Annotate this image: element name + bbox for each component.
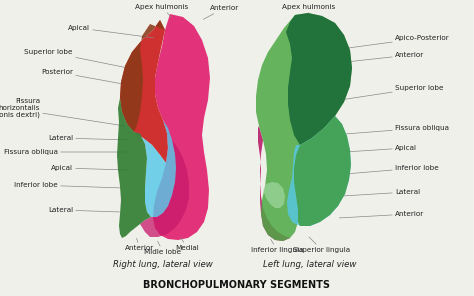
Text: Fissura obliqua: Fissura obliqua [4, 149, 127, 155]
Text: Anterior: Anterior [126, 238, 155, 251]
Text: Inferior lingula: Inferior lingula [251, 239, 303, 253]
Polygon shape [153, 14, 210, 240]
Text: Midle lobe: Midle lobe [145, 241, 182, 255]
Polygon shape [294, 116, 351, 226]
Text: Anterior: Anterior [203, 5, 239, 19]
Text: Medial: Medial [175, 237, 199, 251]
Text: Left lung, lateral view: Left lung, lateral view [264, 260, 357, 269]
Polygon shape [120, 20, 165, 132]
Text: Fissura obliqua: Fissura obliqua [346, 125, 449, 134]
Polygon shape [117, 98, 151, 238]
Text: Apical: Apical [346, 145, 417, 152]
Text: Apical: Apical [51, 165, 127, 171]
Polygon shape [140, 140, 189, 237]
Text: BRONCHOPULMONARY SEGMENTS: BRONCHOPULMONARY SEGMENTS [144, 280, 330, 290]
Text: Lateral: Lateral [343, 189, 420, 196]
Text: Inferior lobe: Inferior lobe [14, 182, 122, 188]
Polygon shape [120, 20, 168, 163]
Polygon shape [134, 120, 176, 217]
Text: Lateral: Lateral [48, 135, 128, 141]
Text: Superior lingula: Superior lingula [293, 237, 351, 253]
Polygon shape [258, 126, 290, 241]
Text: Right lung, lateral view: Right lung, lateral view [113, 260, 213, 269]
Polygon shape [256, 13, 352, 241]
Polygon shape [263, 182, 285, 208]
Text: Superior lobe: Superior lobe [25, 49, 127, 68]
Text: Fissura
horizontalis
(pulmonis dextri): Fissura horizontalis (pulmonis dextri) [0, 98, 124, 126]
Text: Apex hulmonis: Apex hulmonis [136, 4, 189, 17]
Text: Apical: Apical [68, 25, 154, 38]
Text: Apex hulmonis: Apex hulmonis [283, 4, 336, 17]
Polygon shape [287, 116, 351, 226]
Text: Superior lobe: Superior lobe [341, 85, 444, 100]
Text: Anterior: Anterior [347, 52, 424, 62]
Text: Apico-Posterior: Apico-Posterior [349, 35, 450, 48]
Text: Inferior lobe: Inferior lobe [346, 165, 439, 174]
Polygon shape [286, 13, 352, 145]
Text: Anterior: Anterior [339, 211, 424, 218]
Text: Posterior: Posterior [41, 69, 122, 84]
Text: Lateral: Lateral [48, 207, 119, 213]
